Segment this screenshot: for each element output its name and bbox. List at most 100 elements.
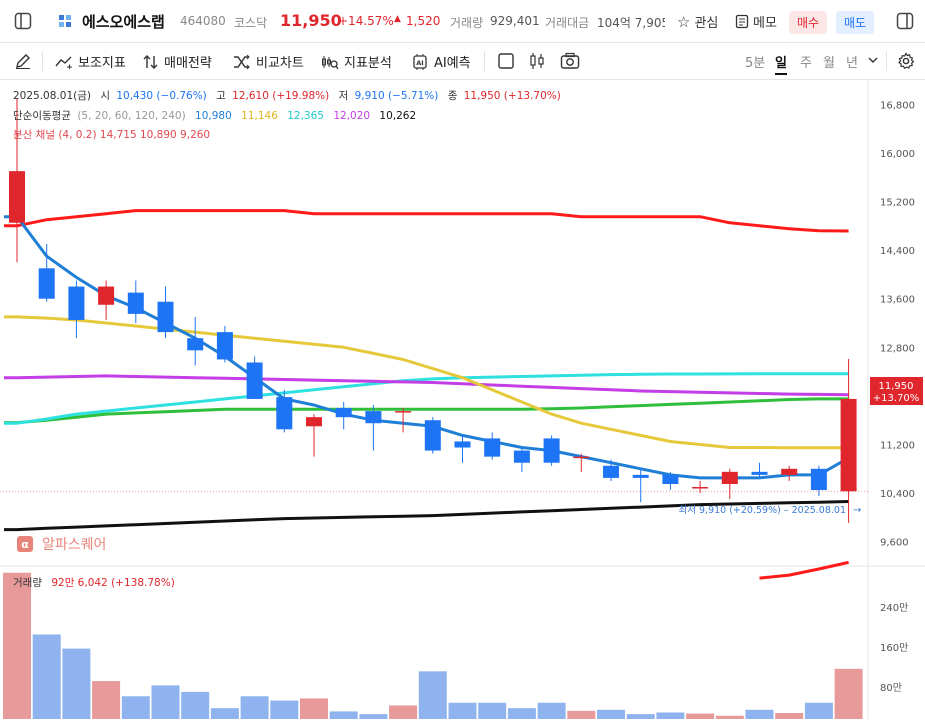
volume-bar <box>418 671 447 719</box>
candle-body <box>38 268 55 299</box>
price-axis-label: 9,600 <box>880 538 909 549</box>
indicator-icon <box>55 55 73 69</box>
period-year[interactable]: 년 <box>846 56 858 71</box>
compare-button[interactable]: 비교차트 <box>233 52 304 71</box>
candle-body <box>246 362 263 399</box>
ma120-value: 12,020 <box>333 110 370 122</box>
pencil-icon[interactable] <box>14 52 32 70</box>
chart-toolbar: 보조지표 매매전략 비교차트 지표분석 AI AI예측 5분 일 주 월 년 <box>0 43 925 80</box>
analysis-button[interactable]: 지표분석 <box>321 52 392 71</box>
strategy-button[interactable]: 매매전략 <box>143 52 212 71</box>
watch-button[interactable]: ☆ 관심 <box>677 12 718 32</box>
envelope-upper-line <box>4 209 849 233</box>
candle-body <box>335 408 352 418</box>
chevron-down-icon[interactable] <box>868 56 878 64</box>
candle-body <box>187 338 204 351</box>
volume-bar <box>537 702 566 719</box>
price-axis-label: 12,800 <box>880 343 915 354</box>
ma5-value: 10,980 <box>195 110 232 122</box>
current-price-tag <box>870 377 923 405</box>
volume-bar <box>478 702 507 719</box>
period-month[interactable]: 월 <box>823 56 835 71</box>
square-icon[interactable] <box>497 52 515 70</box>
volume-bar <box>210 708 239 719</box>
compare-label: 비교차트 <box>256 56 304 71</box>
volume-title: 거래량 <box>13 577 42 589</box>
volume-label: 거래량 <box>450 16 484 30</box>
candle-body <box>365 411 382 424</box>
period-week[interactable]: 주 <box>800 56 812 71</box>
candle-body <box>484 438 501 457</box>
svg-text:AI: AI <box>416 59 423 67</box>
candle-body <box>9 171 25 223</box>
up-triangle-icon: ▲ <box>394 14 401 24</box>
info-high-label: 고 <box>216 90 226 102</box>
candle-body <box>127 292 144 314</box>
chart-area[interactable]: 16,800 16,000 15,200 14,400 13,600 12,800 11,2… <box>0 80 925 719</box>
arrow-right-icon: → <box>853 505 861 516</box>
volume-bar <box>775 713 804 719</box>
buy-button[interactable]: 매수 <box>789 11 828 34</box>
memo-button[interactable]: 메모 <box>735 12 777 31</box>
price-axis-label: 16,000 <box>880 149 915 160</box>
volume-bar <box>448 702 477 719</box>
candlestick-icon[interactable] <box>528 52 546 70</box>
envelope-mid-line <box>4 397 849 425</box>
svg-text:α: α <box>21 538 29 551</box>
indicator-label: 보조지표 <box>78 56 126 71</box>
volume-bar <box>121 696 150 719</box>
market-label: 코스닥 <box>234 16 268 30</box>
current-pct-label: +13.70% <box>873 393 920 404</box>
ai-predict-button[interactable]: AI AI예측 <box>411 52 471 71</box>
info-close: 11,950 (+13.70%) <box>464 90 561 102</box>
star-icon: ☆ <box>677 12 691 31</box>
price-axis-label: 16,800 <box>880 100 915 111</box>
svg-text:거래량 92만 6,042 (+138.78%): 거래량 92만 6,042 (+138.78%) <box>13 577 175 589</box>
info-low-label: 저 <box>339 90 349 102</box>
price-axis-label: 14,400 <box>880 246 915 257</box>
vol-axis-240: 240만 <box>880 602 908 614</box>
volume-bar <box>656 712 685 719</box>
company-logo-icon <box>58 14 72 28</box>
gear-icon[interactable] <box>897 52 915 70</box>
sell-button[interactable]: 매도 <box>836 11 875 34</box>
candle-body <box>157 301 174 333</box>
candle-body <box>692 487 709 489</box>
ma240-line <box>4 500 849 532</box>
candle-body <box>216 332 233 360</box>
alpha-logo-icon <box>17 536 33 552</box>
ma-label: 단순이동평균 <box>13 110 71 122</box>
volume-bar <box>389 705 418 719</box>
volume-bar <box>745 709 774 719</box>
info-low: 9,910 (−5.71%) <box>355 90 439 102</box>
candle-body <box>395 411 412 413</box>
volume-bar <box>359 714 388 719</box>
period-day[interactable]: 일 <box>775 52 787 75</box>
ma60-value: 12,365 <box>287 110 324 122</box>
amount-value: 104억 7,905 <box>597 16 665 30</box>
panel-toggle-icon[interactable] <box>896 12 914 30</box>
candle-body <box>306 417 322 427</box>
ai-predict-label: AI예측 <box>434 56 471 71</box>
ai-chip-icon: AI <box>411 53 429 71</box>
volume-bar <box>32 634 61 719</box>
price-chart[interactable]: 16,800 16,000 15,200 14,400 13,600 12,800 11,2… <box>0 80 925 719</box>
camera-icon[interactable] <box>560 52 580 70</box>
strategy-icon <box>143 54 159 70</box>
price-axis-label: 11,200 <box>880 441 915 452</box>
volume-bar <box>686 713 715 719</box>
toolbar-divider <box>886 51 887 71</box>
candle-body <box>840 398 857 492</box>
price-axis-label: 13,600 <box>880 295 915 306</box>
volume-bar <box>300 698 328 719</box>
candle-body <box>454 441 471 448</box>
current-price: 11,950 <box>280 11 342 30</box>
volume-bar <box>151 685 180 719</box>
toolbar-divider <box>42 51 43 71</box>
memo-icon <box>735 14 749 29</box>
period-5min[interactable]: 5분 <box>745 56 766 71</box>
candle-body <box>98 286 115 305</box>
indicator-button[interactable]: 보조지표 <box>55 52 126 71</box>
sidebar-toggle-icon[interactable] <box>14 12 32 30</box>
vol-axis-160: 160만 <box>880 642 908 654</box>
